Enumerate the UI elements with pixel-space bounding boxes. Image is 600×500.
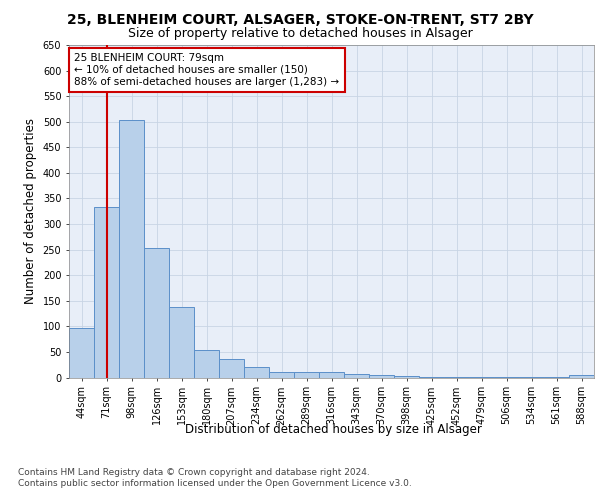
Text: Distribution of detached houses by size in Alsager: Distribution of detached houses by size …: [185, 422, 481, 436]
Bar: [494, 377, 519, 378]
Bar: [569, 375, 594, 378]
Bar: [269, 372, 294, 378]
Bar: [119, 120, 144, 378]
Bar: [544, 377, 569, 378]
Bar: [319, 372, 344, 378]
Bar: [469, 377, 494, 378]
Text: Size of property relative to detached houses in Alsager: Size of property relative to detached ho…: [128, 28, 472, 40]
Bar: [219, 358, 244, 378]
Bar: [419, 377, 444, 378]
Bar: [194, 350, 219, 378]
Bar: [519, 377, 544, 378]
Bar: [394, 376, 419, 378]
Bar: [169, 307, 194, 378]
Bar: [294, 372, 319, 378]
Bar: [69, 328, 94, 378]
Text: 25 BLENHEIM COURT: 79sqm
← 10% of detached houses are smaller (150)
88% of semi-: 25 BLENHEIM COURT: 79sqm ← 10% of detach…: [74, 54, 340, 86]
Y-axis label: Number of detached properties: Number of detached properties: [24, 118, 37, 304]
Bar: [369, 376, 394, 378]
Bar: [344, 374, 369, 378]
Text: Contains HM Land Registry data © Crown copyright and database right 2024.
Contai: Contains HM Land Registry data © Crown c…: [18, 468, 412, 487]
Bar: [144, 248, 169, 378]
Bar: [244, 367, 269, 378]
Bar: [94, 207, 119, 378]
Bar: [444, 377, 469, 378]
Text: 25, BLENHEIM COURT, ALSAGER, STOKE-ON-TRENT, ST7 2BY: 25, BLENHEIM COURT, ALSAGER, STOKE-ON-TR…: [67, 12, 533, 26]
